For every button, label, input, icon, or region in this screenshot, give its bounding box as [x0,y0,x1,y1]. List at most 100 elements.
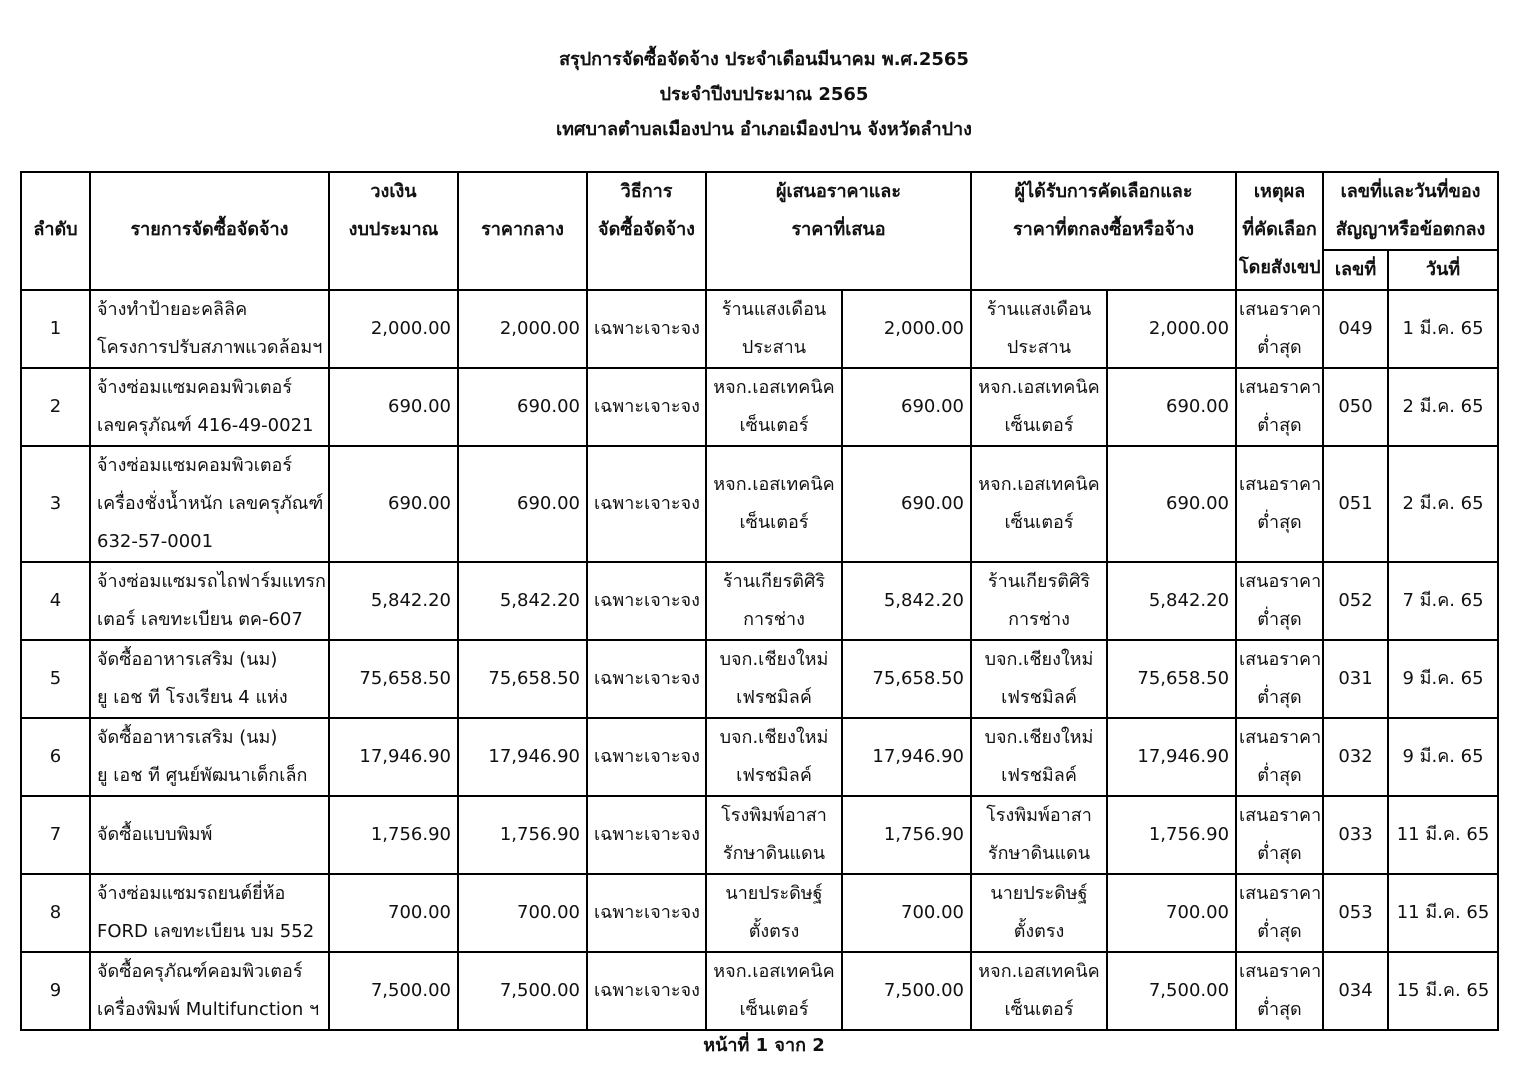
cell-median-price: 700.00 [457,873,588,953]
cell-bidder: บจก.เชียงใหม่ เฟรชมิลค์ [705,717,843,797]
cell-reason: เสนอราคา ต่ำสุด [1235,795,1325,875]
cell-agreed-price: 2,000.00 [1105,289,1238,369]
cell-contract-date: 1 มี.ค. 65 [1387,289,1500,369]
cell-contract-no: 051 [1322,445,1390,563]
cell-no: 3 [20,445,91,563]
cell-budget: 17,946.90 [328,717,459,797]
cell-reason: เสนอราคา ต่ำสุด [1235,289,1325,369]
table-row: 4 จ้างซ่อมแซมรถไถฟาร์มแทรก เตอร์ เลขทะเบีย… [20,561,1500,641]
cell-winner: ร้านแสงเดือน ประสาน [970,289,1108,369]
cell-method: เฉพาะเจาะจง [586,639,707,719]
cell-contract-date: 9 มี.ค. 65 [1387,717,1500,797]
cell-agreed-price: 75,658.50 [1105,639,1238,719]
cell-contract-no: 033 [1322,795,1390,875]
cell-method: เฉพาะเจาะจง [586,445,707,563]
cell-item: จัดซื้ออาหารเสริม (นม) ยู เอช ที โรงเรียน… [89,639,330,719]
cell-item: จ้างซ่อมแซมคอมพิวเตอร์ เลขครุภัณฑ์ 416-49… [89,367,330,447]
cell-median-price: 690.00 [457,367,588,447]
title-line-3: เทศบาลตำบลเมืองปาน อำเภอเมืองปาน จังหวัด… [556,119,972,140]
header-winner: ผู้ได้รับการคัดเลือกและ ราคาที่ตกลงซื้อหร… [969,171,1238,291]
cell-budget: 5,842.20 [328,561,459,641]
table-row: 5 จัดซื้ออาหารเสริม (นม) ยู เอช ที โรงเรีย… [20,639,1500,719]
cell-bid-price: 75,658.50 [841,639,972,719]
cell-agreed-price: 5,842.20 [1105,561,1238,641]
cell-reason: เสนอราคา ต่ำสุด [1235,951,1325,1031]
cell-bidder: นายประดิษฐ์ ตั้งตรง [705,873,843,953]
cell-no: 9 [20,951,91,1031]
cell-no: 6 [20,717,91,797]
cell-contract-no: 053 [1322,873,1390,953]
cell-no: 8 [20,873,91,953]
cell-item: จัดซื้ออาหารเสริม (นม) ยู เอช ที ศูนย์พัฒ… [89,717,330,797]
cell-contract-no: 032 [1322,717,1390,797]
cell-median-price: 17,946.90 [457,717,588,797]
procurement-table: ลำดับ รายการจัดซื้อจัดจ้าง วงเงิน งบประมา… [20,171,1500,1031]
cell-bid-price: 1,756.90 [841,795,972,875]
title-line-1: สรุปการจัดซื้อจัดจ้าง ประจำเดือนมีนาคม พ… [559,49,969,70]
cell-winner: บจก.เชียงใหม่ เฟรชมิลค์ [970,717,1108,797]
cell-no: 2 [20,367,91,447]
document-title: สรุปการจัดซื้อจัดจ้าง ประจำเดือนมีนาคม พ… [0,42,1528,147]
table-row: 2 จ้างซ่อมแซมคอมพิวเตอร์ เลขครุภัณฑ์ 416-4… [20,367,1500,447]
cell-contract-date: 2 มี.ค. 65 [1387,367,1500,447]
cell-winner: โรงพิมพ์อาสา รักษาดินแดน [970,795,1108,875]
cell-winner: หจก.เอสเทคนิค เซ็นเตอร์ [970,367,1108,447]
cell-agreed-price: 1,756.90 [1105,795,1238,875]
cell-median-price: 690.00 [457,445,588,563]
cell-winner: นายประดิษฐ์ ตั้งตรง [970,873,1108,953]
cell-reason: เสนอราคา ต่ำสุด [1235,561,1325,641]
header-item: รายการจัดซื้อจัดจ้าง [89,171,330,291]
header-budget: วงเงิน งบประมาณ [328,171,459,291]
cell-budget: 7,500.00 [328,951,459,1031]
cell-item: จ้างทำป้ายอะคลิลิค โครงการปรับสภาพแวดล้อม… [89,289,330,369]
cell-bidder: ร้านแสงเดือน ประสาน [705,289,843,369]
cell-contract-date: 11 มี.ค. 65 [1387,795,1500,875]
header-no: ลำดับ [20,171,91,291]
cell-contract-no: 050 [1322,367,1390,447]
cell-agreed-price: 17,946.90 [1105,717,1238,797]
cell-median-price: 75,658.50 [457,639,588,719]
header-contract: เลขที่และวันที่ของ สัญญาหรือข้อตกลง [1322,171,1500,251]
cell-bidder: หจก.เอสเทคนิค เซ็นเตอร์ [705,445,843,563]
cell-item: จ้างซ่อมแซมรถยนต์ยี่ห้อ FORD เลขทะเบียน บ… [89,873,330,953]
cell-bid-price: 5,842.20 [841,561,972,641]
cell-contract-date: 2 มี.ค. 65 [1387,445,1500,563]
cell-agreed-price: 7,500.00 [1105,951,1238,1031]
table-row: 8 จ้างซ่อมแซมรถยนต์ยี่ห้อ FORD เลขทะเบียน … [20,873,1500,953]
cell-contract-no: 052 [1322,561,1390,641]
cell-bidder: โรงพิมพ์อาสา รักษาดินแดน [705,795,843,875]
title-line-2: ประจำปีงบประมาณ 2565 [659,84,869,105]
cell-bid-price: 17,946.90 [841,717,972,797]
cell-median-price: 2,000.00 [457,289,588,369]
cell-budget: 75,658.50 [328,639,459,719]
cell-bid-price: 690.00 [841,445,972,563]
table-row: 9 จัดซื้อครุภัณฑ์คอมพิวเตอร์ เครื่องพิมพ์ … [20,951,1500,1031]
header-method: วิธีการ จัดซื้อจัดจ้าง [586,171,707,291]
cell-budget: 690.00 [328,445,459,563]
cell-winner: ร้านเกียรติศิริ การช่าง [970,561,1108,641]
cell-contract-date: 9 มี.ค. 65 [1387,639,1500,719]
cell-budget: 690.00 [328,367,459,447]
cell-contract-no: 034 [1322,951,1390,1031]
header-bidders: ผู้เสนอราคาและ ราคาที่เสนอ [705,171,972,291]
cell-bidder: ร้านเกียรติศิริ การช่าง [705,561,843,641]
cell-winner: หจก.เอสเทคนิค เซ็นเตอร์ [970,445,1108,563]
cell-agreed-price: 690.00 [1105,367,1238,447]
cell-agreed-price: 690.00 [1105,445,1238,563]
cell-bid-price: 690.00 [841,367,972,447]
cell-method: เฉพาะเจาะจง [586,289,707,369]
cell-no: 4 [20,561,91,641]
cell-reason: เสนอราคา ต่ำสุด [1235,717,1325,797]
cell-bidder: หจก.เอสเทคนิค เซ็นเตอร์ [705,951,843,1031]
cell-winner: บจก.เชียงใหม่ เฟรชมิลค์ [970,639,1108,719]
page-number: หน้าที่ 1 จาก 2 [703,1035,825,1056]
cell-item: จัดซื้อครุภัณฑ์คอมพิวเตอร์ เครื่องพิมพ์ M… [89,951,330,1031]
header-contract-date: วันที่ [1387,249,1500,291]
cell-method: เฉพาะเจาะจง [586,367,707,447]
cell-reason: เสนอราคา ต่ำสุด [1235,873,1325,953]
cell-reason: เสนอราคา ต่ำสุด [1235,445,1325,563]
cell-budget: 2,000.00 [328,289,459,369]
cell-budget: 1,756.90 [328,795,459,875]
table-row: 7 จัดซื้อแบบพิมพ์ 1,756.90 1,756.90 เฉพาะเจา… [20,795,1500,875]
cell-method: เฉพาะเจาะจง [586,561,707,641]
